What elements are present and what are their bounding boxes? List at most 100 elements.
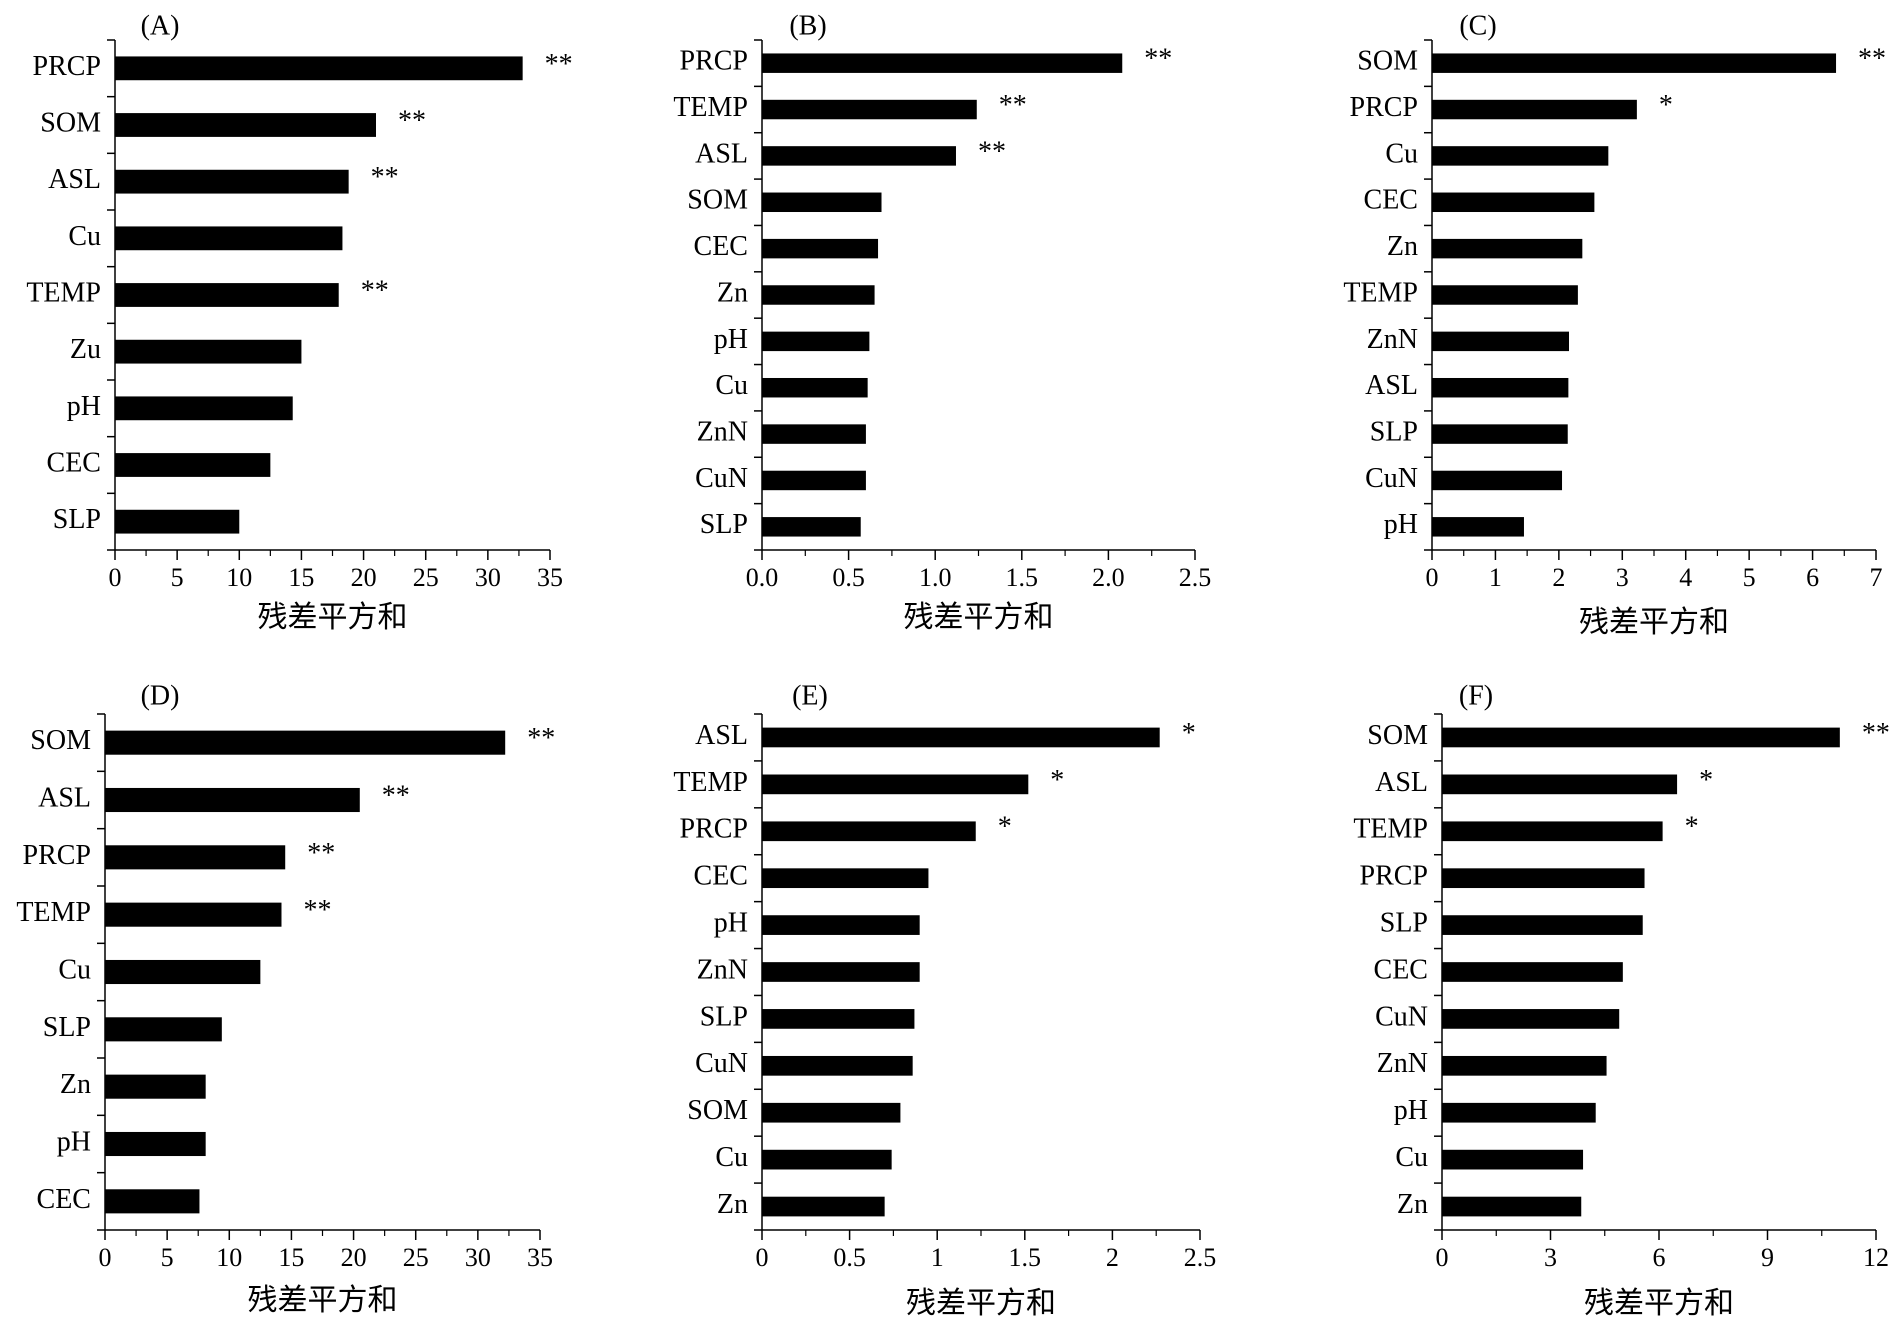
bar-cun [1442,1009,1620,1029]
bar-ph [115,396,293,421]
category-label: SOM [687,1095,748,1126]
x-axis-label: 残差平方和 [904,601,1054,634]
x-tick-label: 2.5 [1179,563,1212,592]
category-label: PRCP [1350,92,1419,123]
bar-zn [1442,1196,1582,1217]
category-label: CuN [695,1048,748,1079]
significance-mark: ** [382,780,410,811]
significance-mark: ** [361,275,389,306]
bar-zn [762,1196,885,1217]
x-tick-label: 2.0 [1092,563,1125,592]
bar-cu [115,226,343,251]
significance-mark: ** [1144,44,1172,75]
bar-slp [762,1009,915,1029]
significance-mark: ** [978,136,1006,167]
bar-slp [1432,424,1568,444]
x-tick-label: 1 [1489,563,1502,592]
category-label: SOM [1357,46,1418,77]
category-label: PRCP [680,814,749,845]
x-axis-label: 残差平方和 [1579,606,1729,639]
bar-temp [762,99,977,120]
category-label: Cu [715,1142,748,1173]
category-label: ZnN [1367,324,1418,355]
bar-temp [105,902,282,927]
bar-prcp [1442,868,1645,889]
panel-label: (D) [141,680,180,711]
bar-slp [1442,915,1643,935]
x-tick-label: 0 [99,1243,112,1272]
x-tick-label: 1.5 [1006,563,1039,592]
x-tick-label: 1.0 [919,563,952,592]
category-label: pH [714,324,748,355]
chart-panel-6: (F) 0 3 6 9 12 SOM ** ASL * TEMP * PRCP SLP CEC CuN ZnN p… [1353,680,1890,1319]
panel-label: (E) [792,680,828,711]
significance-mark: ** [303,895,331,926]
x-tick-label: 1 [931,1243,944,1272]
bar-prcp [115,56,523,81]
bar-cu [762,377,868,398]
x-tick-label: 0.5 [832,563,865,592]
bar-slp [762,517,861,537]
x-tick-label: 6 [1806,563,1819,592]
x-tick-label: 1.5 [1009,1243,1042,1272]
x-tick-label: 25 [403,1243,429,1272]
category-label: ASL [695,138,748,169]
category-label: CEC [37,1184,91,1215]
x-tick-label: 10 [216,1243,242,1272]
category-label: Zn [717,277,748,308]
bar-slp [105,1017,222,1042]
category-label: SOM [30,725,91,756]
x-tick-label: 10 [226,563,252,592]
bar-zn [1432,238,1583,259]
category-label: CuN [1365,463,1418,494]
bar-cun [762,1055,913,1076]
bar-cec [105,1189,200,1214]
bar-som [115,113,376,137]
x-tick-label: 35 [537,563,563,592]
x-tick-label: 3 [1616,563,1629,592]
x-tick-label: 4 [1679,563,1692,592]
category-label: SLP [53,504,101,535]
category-label: Cu [68,221,101,252]
x-tick-label: 7 [1870,563,1883,592]
bar-ph [1442,1102,1596,1123]
category-label: ZnN [697,954,748,985]
category-label: pH [67,391,101,422]
bar-ph [1432,517,1524,537]
significance-mark: * [1182,718,1196,749]
bar-prcp [1432,99,1637,120]
x-tick-label: 30 [465,1243,491,1272]
bar-cun [1432,470,1563,491]
category-label: CEC [694,231,748,262]
category-label: Cu [1385,138,1418,169]
category-label: ASL [1375,767,1428,798]
x-tick-label: 12 [1863,1243,1889,1272]
x-tick-label: 0 [1426,563,1439,592]
bar-cec [1442,962,1623,982]
x-tick-label: 0.5 [833,1243,866,1272]
bar-ph [762,915,920,935]
x-axis-label: 残差平方和 [906,1287,1056,1320]
bar-ph [105,1131,206,1157]
category-label: Zn [1387,231,1418,262]
category-label: ASL [48,164,101,195]
x-axis-label: 残差平方和 [258,601,408,634]
category-label: CEC [1374,954,1428,985]
x-tick-label: 3 [1544,1243,1557,1272]
x-tick-label: 5 [1743,563,1756,592]
bar-som [762,192,882,213]
chart-panel-1: (A) 0 5 10 15 20 25 30 35 PRCP ** SOM ** ASL ** Cu TEMP *… [26,10,572,633]
chart-panel-2: (B) 0.0 0.5 1.0 1.5 2.0 2.5 PRCP ** TEMP ** ASL ** SO… [673,10,1211,633]
bar-asl [762,146,956,166]
category-label: CuN [695,463,748,494]
bar-som [1442,727,1840,748]
x-tick-label: 5 [171,563,184,592]
bar-znn [1442,1055,1607,1076]
x-tick-label: 30 [475,563,501,592]
category-label: Zn [60,1069,91,1100]
category-label: pH [1384,509,1418,540]
bar-zn [762,285,875,305]
bar-asl [1432,377,1569,398]
chart-panel-3: (C) 0 1 2 3 4 5 6 7 SOM ** PRCP * Cu CEC Zn TEMP ZnN ASL SL… [1343,10,1886,638]
